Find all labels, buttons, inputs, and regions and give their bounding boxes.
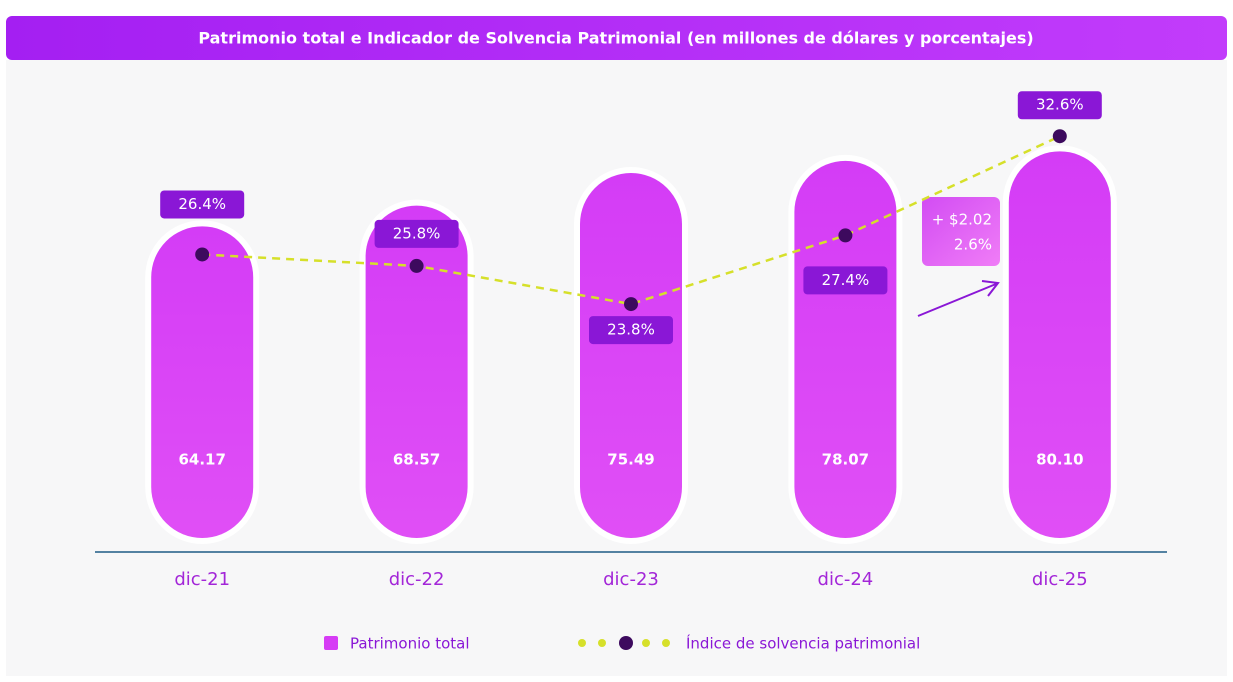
legend-dot [578, 639, 586, 647]
line-marker [838, 228, 853, 243]
line-marker [1052, 129, 1067, 144]
legend-marker [619, 636, 633, 650]
bar [794, 160, 897, 538]
x-tick-label: dic-21 [174, 569, 230, 590]
line-marker [624, 297, 638, 312]
line-label-box [374, 219, 459, 248]
line-marker [195, 247, 210, 262]
line-value-label: 26.4% [178, 195, 226, 213]
bar-value-label: 80.10 [1036, 451, 1083, 469]
line-label-box [589, 316, 673, 345]
annotation-arrow [917, 280, 1000, 317]
legend-dot [662, 639, 670, 647]
annotation-text: 2.6% [954, 236, 992, 254]
bar-value-label: 68.57 [393, 451, 440, 469]
legend-dot [598, 639, 606, 647]
line-label-box [1017, 91, 1102, 120]
title-bar [6, 16, 1227, 60]
bar [580, 173, 682, 538]
line-value-label: 32.6% [1036, 96, 1084, 114]
line-value-label: 27.4% [822, 271, 870, 289]
annotation-text: + $2.02 [932, 211, 992, 229]
bar-value-label: 64.17 [178, 451, 225, 469]
x-tick-label: dic-23 [603, 569, 659, 590]
bar-value-label: 78.07 [822, 451, 869, 469]
line-label-box [160, 190, 245, 219]
legend-dot [642, 639, 650, 647]
x-tick-label: dic-25 [1032, 569, 1088, 590]
line-marker [409, 258, 424, 273]
line-value-label: 25.8% [393, 224, 441, 242]
bar [151, 226, 254, 538]
legend-label: Índice de solvencia patrimonial [686, 634, 920, 653]
line-label-box [803, 266, 888, 295]
x-tick-label: dic-22 [389, 569, 445, 590]
line [202, 135, 1061, 306]
annotation-box [922, 197, 1000, 266]
bar [1008, 151, 1111, 538]
bar [365, 205, 468, 538]
chart-title: Patrimonio total e Indicador de Solvenci… [198, 29, 1033, 48]
x-tick-label: dic-24 [818, 569, 874, 590]
legend-label: Patrimonio total [350, 635, 470, 653]
line-value-label: 23.8% [607, 321, 655, 339]
legend-swatch [324, 636, 338, 650]
bar-value-label: 75.49 [607, 451, 654, 469]
